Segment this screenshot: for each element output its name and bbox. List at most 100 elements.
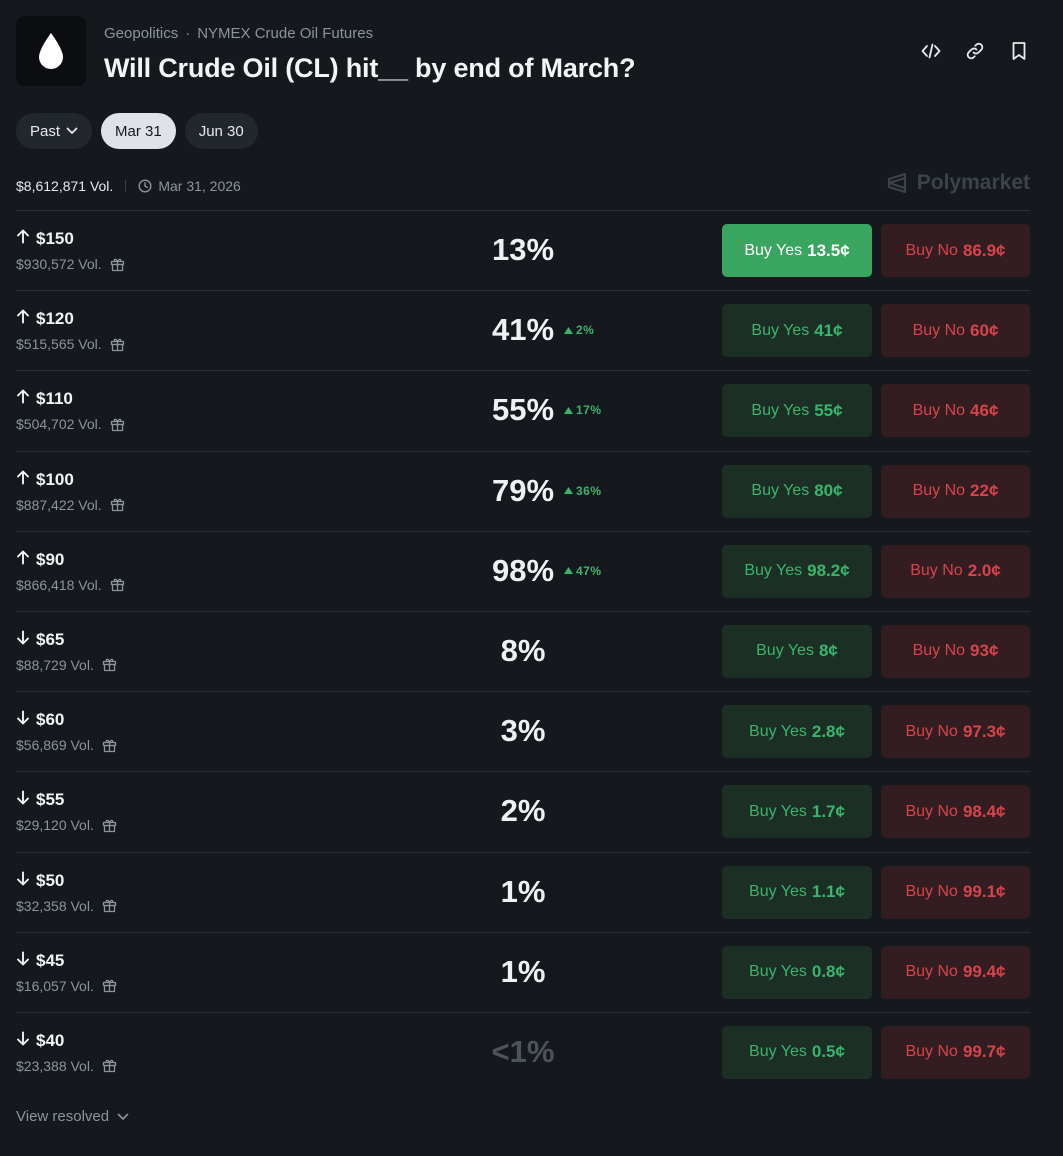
buy-no-button[interactable]: Buy No 93¢ (881, 624, 1030, 678)
breadcrumb-subcategory[interactable]: NYMEX Crude Oil Futures (197, 25, 374, 42)
buy-yes-button[interactable]: Buy Yes 80¢ (722, 464, 872, 518)
gift-icon[interactable] (102, 1058, 117, 1073)
market-volume-text: $16,057 Vol. (16, 977, 94, 994)
market-row[interactable]: $60 $56,869 Vol. 3% Buy Yes 2.8¢ Buy No … (16, 691, 1030, 771)
probability-change-text: 2% (576, 323, 595, 338)
gift-icon[interactable] (102, 818, 117, 833)
breadcrumb-category[interactable]: Geopolitics (104, 25, 179, 42)
market-row[interactable]: $120 $515,565 Vol. 41% 2% Buy Yes 41¢ Bu… (16, 290, 1030, 370)
market-volume: $866,418 Vol. (16, 577, 125, 593)
view-resolved-label: View resolved (16, 1108, 110, 1125)
arrow-up-icon (16, 229, 30, 249)
market-row[interactable]: $100 $887,422 Vol. 79% 36% Buy Yes 80¢ B… (16, 450, 1030, 531)
market-volume: $88,729 Vol. (16, 657, 117, 673)
buy-no-button[interactable]: Buy No 97.3¢ (881, 705, 1030, 759)
buy-yes-price: 0.5¢ (811, 1042, 845, 1062)
gift-icon[interactable] (102, 978, 117, 993)
buy-yes-button[interactable]: Buy Yes 98.2¢ (722, 544, 872, 598)
gift-icon[interactable] (110, 497, 125, 512)
buy-yes-label: Buy Yes (751, 482, 810, 500)
gift-icon[interactable] (110, 417, 125, 432)
market-row[interactable]: $110 $504,702 Vol. 55% 17% Buy Yes 55¢ B… (16, 370, 1030, 450)
buy-no-button[interactable]: Buy No 22¢ (881, 464, 1030, 518)
buy-yes-price: 98.2¢ (807, 561, 850, 581)
buy-no-button[interactable]: Buy No 60¢ (881, 304, 1030, 358)
market-label: $45 (16, 951, 64, 971)
market-volume-text: $88,729 Vol. (16, 656, 94, 673)
total-volume: $8,612,871 Vol. (16, 178, 114, 194)
buy-yes-price: 0.8¢ (811, 962, 845, 982)
market-row[interactable]: $150 $930,572 Vol. 13% Buy Yes 13.5¢ Buy… (16, 210, 1030, 290)
arrow-up-icon (16, 550, 30, 570)
market-label: $65 (16, 630, 64, 650)
triangle-up-icon (564, 326, 573, 334)
buy-no-button[interactable]: Buy No 99.1¢ (881, 865, 1030, 919)
market-label: $110 (16, 389, 73, 409)
buy-yes-label: Buy Yes (749, 963, 807, 981)
buy-no-button[interactable]: Buy No 99.4¢ (881, 945, 1030, 999)
market-probability: 1% (500, 953, 546, 989)
breadcrumb: Geopolitics · NYMEX Crude Oil Futures (104, 25, 373, 42)
market-row[interactable]: $50 $32,358 Vol. 1% Buy Yes 1.1¢ Buy No … (16, 851, 1030, 932)
filter-past[interactable]: Past (16, 113, 93, 149)
buy-yes-button[interactable]: Buy Yes 55¢ (722, 384, 872, 438)
market-row[interactable]: $90 $866,418 Vol. 98% 47% Buy Yes 98.2¢ … (16, 530, 1030, 611)
buy-no-label: Buy No (905, 722, 958, 740)
gift-icon[interactable] (102, 738, 117, 753)
market-volume-text: $504,702 Vol. (16, 416, 102, 433)
probability-change: 36% (564, 484, 602, 498)
buy-yes-button[interactable]: Buy Yes 13.5¢ (722, 224, 872, 277)
arrow-up-icon (16, 389, 30, 409)
oil-drop-logo (16, 16, 86, 86)
buy-yes-button[interactable]: Buy Yes 2.8¢ (722, 705, 872, 759)
gift-icon[interactable] (110, 337, 125, 352)
buy-yes-button[interactable]: Buy Yes 0.8¢ (722, 945, 872, 999)
market-row[interactable]: $40 $23,388 Vol. <1% Buy Yes 0.5¢ Buy No… (16, 1011, 1030, 1092)
gift-icon[interactable] (110, 577, 125, 592)
buy-no-button[interactable]: Buy No 86.9¢ (881, 224, 1030, 277)
market-row[interactable]: $45 $16,057 Vol. 1% Buy Yes 0.8¢ Buy No … (16, 931, 1030, 1012)
filter-jun-30[interactable]: Jun 30 (184, 113, 258, 149)
buy-yes-price: 1.1¢ (811, 882, 845, 901)
buy-yes-label: Buy Yes (744, 562, 803, 580)
buy-no-button[interactable]: Buy No 98.4¢ (881, 785, 1030, 839)
buy-no-button[interactable]: Buy No 99.7¢ (881, 1025, 1030, 1079)
buy-no-button[interactable]: Buy No 46¢ (881, 384, 1030, 438)
bookmark-icon[interactable] (1008, 40, 1030, 62)
market-label: $90 (16, 550, 64, 570)
filter-mar-31[interactable]: Mar 31 (101, 113, 176, 149)
market-probability: 3% (500, 713, 546, 749)
market-probability: 13% (491, 232, 555, 267)
market-probability: <1% (491, 1033, 555, 1069)
buy-yes-button[interactable]: Buy Yes 0.5¢ (722, 1025, 872, 1079)
triangle-up-icon (564, 406, 573, 414)
buy-yes-button[interactable]: Buy Yes 8¢ (722, 624, 872, 678)
market-row[interactable]: $65 $88,729 Vol. 8% Buy Yes 8¢ Buy No 93… (16, 610, 1030, 691)
buy-yes-button[interactable]: Buy Yes 1.7¢ (722, 785, 872, 839)
gift-icon[interactable] (110, 257, 125, 272)
date-filter-tabs: Past Mar 31 Jun 30 (16, 113, 258, 149)
buy-no-label: Buy No (912, 482, 966, 500)
embed-icon[interactable] (920, 40, 942, 62)
view-resolved-button[interactable]: View resolved (16, 1108, 129, 1125)
buy-yes-label: Buy Yes (751, 401, 810, 419)
meta-divider (125, 180, 127, 192)
buy-yes-price: 55¢ (814, 400, 843, 420)
gift-icon[interactable] (102, 898, 117, 913)
buy-yes-price: 8¢ (818, 641, 838, 661)
market-volume: $56,869 Vol. (16, 737, 117, 753)
buy-no-price: 99.4¢ (962, 962, 1006, 982)
market-row[interactable]: $55 $29,120 Vol. 2% Buy Yes 1.7¢ Buy No … (16, 771, 1030, 851)
market-meta: $8,612,871 Vol. Mar 31, 2026 (16, 176, 241, 196)
probability-change-text: 17% (576, 403, 602, 418)
market-volume: $32,358 Vol. (16, 898, 117, 914)
market-probability: 98% (491, 552, 555, 588)
gift-icon[interactable] (102, 657, 117, 672)
market-threshold: $120 (36, 309, 74, 329)
buy-yes-button[interactable]: Buy Yes 1.1¢ (722, 865, 872, 919)
brand-name: Polymarket (916, 171, 1030, 194)
market-volume: $887,422 Vol. (16, 497, 125, 513)
buy-yes-button[interactable]: Buy Yes 41¢ (722, 304, 872, 358)
link-icon[interactable] (964, 40, 986, 62)
buy-no-button[interactable]: Buy No 2.0¢ (881, 544, 1030, 598)
